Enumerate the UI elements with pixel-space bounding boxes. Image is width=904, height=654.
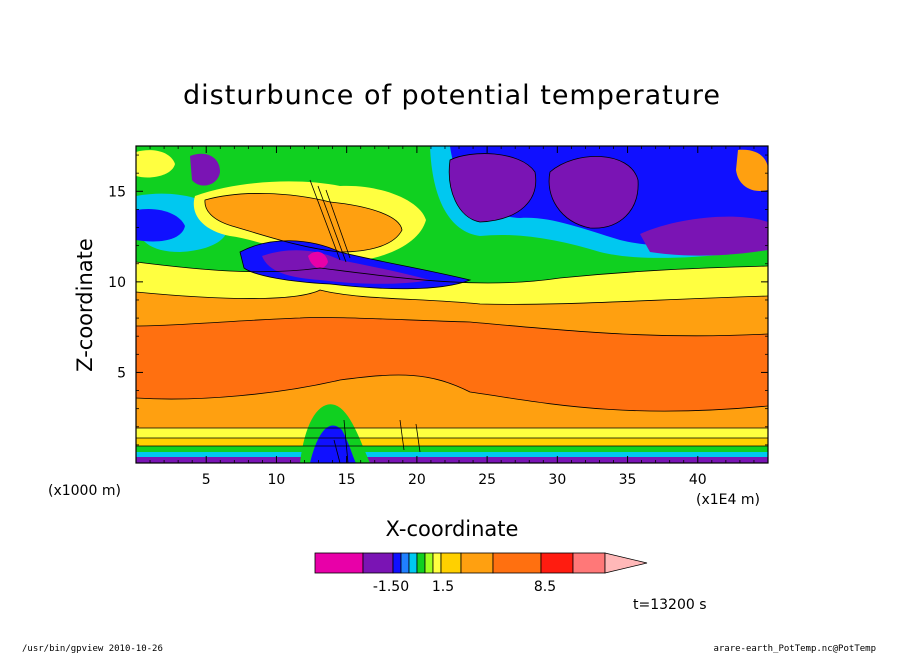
band-lower-orange — [136, 375, 768, 440]
colorbar-swatch — [440, 552, 462, 574]
x-tick-label: 35 — [619, 472, 637, 488]
y-axis: 5 10 15 — [108, 154, 768, 446]
colorbar-arrow — [604, 552, 648, 574]
chart-title: disturbunce of potential temperature — [183, 80, 721, 111]
band-purple-cell-2 — [549, 156, 639, 229]
colorbar-swatch — [492, 552, 542, 574]
colorbar-swatch — [408, 552, 418, 574]
contour-field — [136, 146, 768, 463]
colorbar-swatch — [540, 552, 574, 574]
colorbar-swatch — [416, 552, 426, 574]
band-ground-cyan — [136, 452, 768, 457]
x-tick-label: 5 — [202, 472, 211, 488]
x-tick-label: 15 — [338, 472, 356, 488]
x-tick-label: 20 — [408, 472, 426, 488]
colorbar-swatch — [432, 552, 442, 574]
x-axis-label: X-coordinate — [386, 517, 519, 541]
x-tick-label: 25 — [478, 472, 496, 488]
band-anvil-orange — [204, 193, 402, 252]
colorbar-swatch — [424, 552, 434, 574]
band-purple-cell-1 — [449, 153, 536, 222]
colorbar-swatch — [362, 552, 394, 574]
colorbar-swatch — [460, 552, 494, 574]
colorbar-label: -1.50 — [373, 579, 409, 595]
band-upper-orange — [136, 290, 768, 336]
y-tick-label: 15 — [108, 184, 126, 200]
footer-left: /usr/bin/gpview 2010-10-26 — [22, 644, 163, 654]
x-scale-label: (x1E4 m) — [696, 492, 760, 508]
band-corner-orange — [736, 149, 768, 192]
y-tick-label: 5 — [117, 365, 126, 381]
footer-right: arare-earth_PotTemp.nc@PotTemp — [713, 644, 876, 654]
colorbar-swatch — [572, 552, 606, 574]
band-cold-magenta — [308, 251, 328, 269]
y-axis-label: Z-coordinate — [73, 238, 97, 372]
band-surface-plume-core — [310, 425, 356, 463]
time-label: t=13200 s — [633, 597, 707, 613]
band-cold-purple — [262, 250, 430, 284]
x-unit-label: (x1000 m) — [48, 483, 121, 499]
band-ground-yellow — [136, 428, 768, 438]
band-corner-yellow — [136, 150, 175, 178]
colorbar: -1.50 1.5 8.5 — [314, 552, 648, 595]
y-tick-label: 10 — [108, 275, 126, 291]
band-purple-cell-3 — [640, 216, 768, 256]
x-tick-label: 10 — [268, 472, 286, 488]
contour-lines — [136, 153, 768, 463]
plot-frame — [135, 145, 769, 464]
x-axis: 5 10 15 20 25 30 35 40 — [149, 146, 755, 488]
band-ground-green — [136, 446, 768, 452]
band-ground-gold — [136, 438, 768, 446]
band-ground-purple — [136, 457, 768, 463]
colorbar-swatch — [314, 552, 364, 574]
x-tick-label: 40 — [689, 472, 707, 488]
colorbar-label: 8.5 — [534, 579, 556, 595]
colorbar-label: 1.5 — [432, 579, 454, 595]
band-left-blue — [136, 208, 185, 242]
x-tick-label: 30 — [548, 472, 566, 488]
colorbar-swatch — [400, 552, 410, 574]
band-left-purple — [190, 153, 220, 186]
colorbar-swatch — [392, 552, 402, 574]
